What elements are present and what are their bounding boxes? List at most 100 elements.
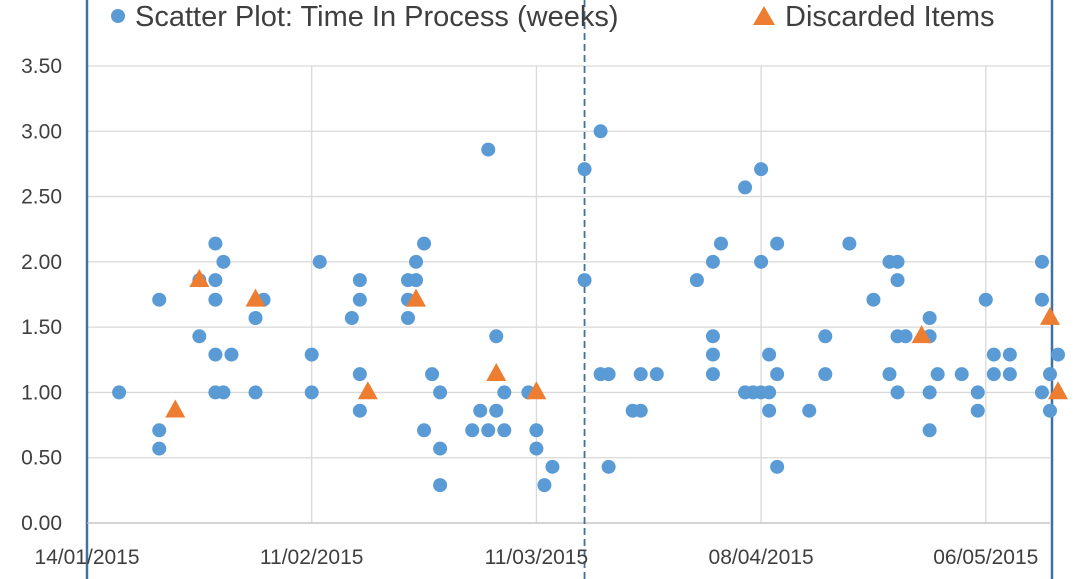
- legend: Scatter Plot: Time In Process (weeks) Di…: [111, 1, 995, 33]
- scatter-point: [1043, 403, 1057, 418]
- y-tick-label: 3.50: [21, 55, 62, 78]
- scatter-point: [409, 254, 424, 269]
- legend-series-2-label: Discarded Items: [785, 1, 995, 33]
- scatter-point: [705, 254, 720, 269]
- discarded-item-point: [526, 381, 547, 400]
- scatter-point: [986, 347, 1001, 362]
- x-tick-label: 11/03/2015: [485, 546, 589, 569]
- scatter-point: [922, 423, 937, 438]
- discarded-item-point: [165, 399, 186, 418]
- scatter-point: [152, 292, 167, 307]
- scatter-point: [705, 367, 720, 382]
- scatter-point: [433, 385, 448, 400]
- scatter-point: [216, 254, 231, 269]
- scatter-point: [890, 254, 905, 269]
- scatter-point: [689, 273, 704, 288]
- discarded-item-point: [1040, 306, 1060, 325]
- scatter-point: [112, 385, 127, 400]
- scatter-point: [481, 423, 496, 438]
- scatter-point: [152, 423, 167, 438]
- y-tick-labels: 0.00 0.50 1.00 1.50 2.00 2.50 3.00 3.50: [21, 55, 62, 535]
- scatter-point: [1002, 347, 1017, 362]
- scatter-point: [842, 236, 857, 251]
- scatter-point: [433, 441, 448, 456]
- legend-triangle-marker: [753, 6, 775, 25]
- scatter-point: [352, 403, 367, 418]
- scatter-point: [352, 292, 367, 307]
- scatter-point: [954, 367, 969, 382]
- scatter-point: [754, 254, 769, 269]
- y-tick-label: 0.50: [21, 447, 62, 470]
- scatter-point: [633, 403, 648, 418]
- scatter-point: [481, 142, 496, 157]
- scatter-point: [489, 329, 504, 344]
- discarded-item-point: [245, 288, 266, 307]
- scatter-point: [818, 329, 833, 344]
- x-tick-label: 11/02/2015: [260, 546, 364, 569]
- scatter-point: [465, 423, 480, 438]
- scatter-point: [545, 459, 560, 474]
- scatter-point: [489, 403, 504, 418]
- scatter-point: [713, 236, 728, 251]
- scatter-point: [248, 311, 263, 326]
- scatter-point: [922, 311, 937, 326]
- scatter-point: [890, 385, 905, 400]
- scatter-point: [1034, 292, 1049, 307]
- scatter-point: [601, 367, 616, 382]
- scatter-point: [473, 403, 488, 418]
- scatter-point: [537, 478, 552, 493]
- discarded-item-point: [189, 268, 210, 287]
- scatter-point: [1051, 347, 1066, 362]
- scatter-point: [762, 347, 777, 362]
- scatter-point: [433, 478, 448, 493]
- y-tick-label: 3.00: [21, 120, 62, 143]
- scatter-point: [312, 254, 327, 269]
- scatter-point: [770, 459, 785, 474]
- legend-series-1-label: Scatter Plot: Time In Process (weeks): [135, 1, 618, 33]
- scatter-point: [593, 124, 608, 139]
- scatter-point: [986, 367, 1001, 382]
- scatter-point: [1002, 367, 1017, 382]
- scatter-point: [882, 367, 897, 382]
- scatter-point: [529, 423, 544, 438]
- scatter-point: [248, 385, 263, 400]
- axes: [85, 0, 1054, 579]
- scatter-point: [216, 385, 231, 400]
- y-tick-label: 0.00: [21, 512, 62, 535]
- scatter-point: [1043, 367, 1057, 382]
- discarded-item-point: [1048, 381, 1069, 400]
- scatter-point: [304, 347, 319, 362]
- discarded-item-point: [406, 288, 427, 307]
- scatter-point: [866, 292, 881, 307]
- scatter-point: [208, 273, 223, 288]
- scatter-point: [738, 180, 753, 195]
- scatter-point: [770, 367, 785, 382]
- scatter-point: [649, 367, 664, 382]
- scatter-point: [417, 236, 432, 251]
- y-tick-label: 1.00: [21, 381, 62, 404]
- scatter-point: [970, 385, 985, 400]
- scatter-point: [762, 385, 777, 400]
- x-tick-label: 06/05/2015: [933, 546, 1038, 569]
- scatter-point: [705, 329, 720, 344]
- scatter-point: [497, 423, 512, 438]
- scatter-point: [754, 162, 769, 177]
- scatter-point: [577, 273, 592, 288]
- scatter-point: [970, 403, 985, 418]
- scatter-point: [409, 273, 424, 288]
- y-tick-label: 2.50: [21, 186, 62, 209]
- scatter-point: [601, 459, 616, 474]
- scatter-point: [633, 367, 648, 382]
- scatter-point: [1034, 385, 1049, 400]
- scatter-point: [208, 347, 223, 362]
- scatter-point: [344, 311, 359, 326]
- scatter-point: [497, 385, 512, 400]
- scatter-point: [352, 273, 367, 288]
- gridlines: [87, 65, 1050, 524]
- scatter-point: [401, 311, 415, 326]
- scatter-point: [930, 367, 945, 382]
- scatter-point: [922, 385, 937, 400]
- discarded-item-point: [486, 362, 507, 381]
- y-tick-label: 2.00: [21, 251, 62, 274]
